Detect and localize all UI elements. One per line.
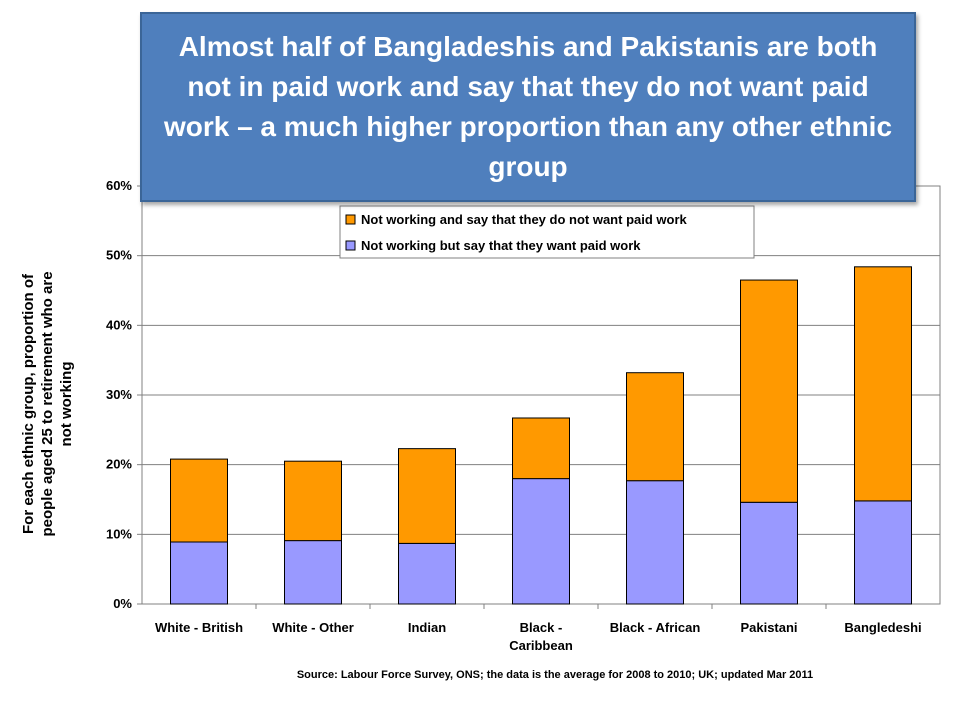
source-note: Source: Labour Force Survey, ONS; the da… (297, 669, 813, 681)
bar-segment (398, 542, 456, 605)
bar-segment (626, 480, 684, 605)
y-tick-label: 20% (106, 457, 132, 472)
bar-segment (854, 266, 912, 502)
x-tick-label: Pakistani (740, 620, 797, 635)
chart-title: Almost half of Bangladeshis and Pakistan… (140, 12, 916, 202)
x-tick-label: Black - African (610, 620, 701, 635)
legend-swatch (345, 214, 356, 225)
x-tick-label: White - Other (272, 620, 354, 635)
bar-segment (284, 460, 342, 542)
x-axis: White - British White - Other Indian Black … (155, 604, 922, 653)
legend-swatch (345, 240, 356, 251)
x-tick-label: White - British (155, 620, 243, 635)
y-axis-title: For each ethnic group, proportion of peop… (20, 271, 75, 536)
y-tick-label: 30% (106, 387, 132, 402)
bar-segment (626, 372, 684, 482)
bar-segment (170, 541, 228, 605)
bar-segment (398, 448, 456, 544)
y-tick-label: 50% (106, 248, 132, 263)
bar-segment (740, 279, 798, 503)
y-axis-title-line: people aged 25 to retirement who are (39, 271, 56, 536)
y-tick-label: 10% (106, 526, 132, 541)
bar-segment (512, 417, 570, 480)
y-axis-title-line: For each ethnic group, proportion of (20, 273, 37, 534)
x-tick-label: Black - (520, 620, 563, 635)
x-tick-label: Caribbean (509, 638, 573, 653)
x-tick-label: Indian (408, 620, 446, 635)
y-tick-label: 0% (113, 596, 132, 611)
bar-segment (512, 478, 570, 605)
bar-segment (740, 501, 798, 605)
y-axis: 0% 10% 20% 30% 40% 50% 60% (106, 178, 142, 611)
bars (170, 266, 912, 605)
legend-box (339, 205, 755, 259)
bar-segment (284, 540, 342, 605)
legend: Not working and say that they do not wan… (339, 205, 755, 259)
bar-segment (170, 458, 228, 543)
legend-label: Not working and say that they do not wan… (361, 212, 688, 227)
bar-segment (854, 500, 912, 605)
y-tick-label: 40% (106, 317, 132, 332)
y-tick-label: 60% (106, 178, 132, 193)
x-tick-label: Bangledeshi (844, 620, 921, 635)
legend-label: Not working but say that they want paid … (361, 238, 641, 253)
y-axis-title-line: not working (58, 362, 75, 447)
